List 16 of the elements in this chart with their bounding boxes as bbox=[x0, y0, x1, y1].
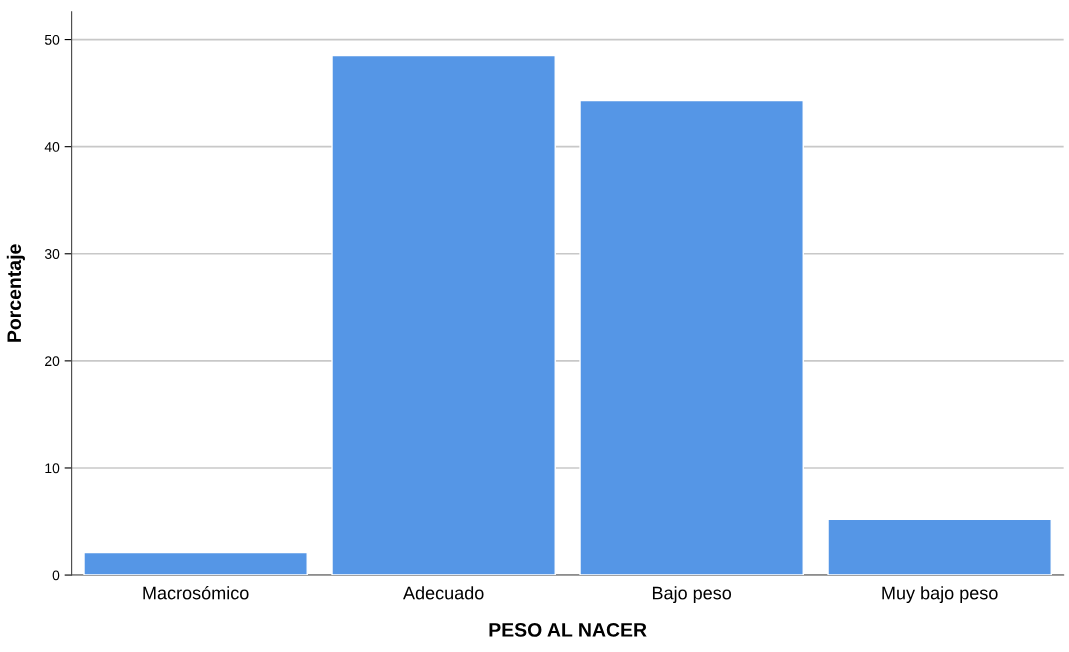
x-axis-title: PESO AL NACER bbox=[489, 622, 647, 637]
x-tick-label: Adecuado bbox=[403, 586, 484, 600]
y-tick-label: 20 bbox=[45, 356, 60, 367]
x-tick-label: Muy bajo peso bbox=[882, 586, 998, 604]
y-tick-label: 50 bbox=[44, 34, 60, 45]
bar bbox=[331, 54, 556, 576]
y-tick-label: 30 bbox=[44, 249, 60, 259]
bar bbox=[827, 518, 1052, 576]
y-axis-title: Porcentaje bbox=[6, 244, 25, 342]
bar bbox=[579, 99, 804, 576]
x-tick-label: Bajo peso bbox=[652, 586, 732, 604]
y-tick-label: 10 bbox=[45, 463, 60, 474]
bar bbox=[83, 551, 308, 576]
y-tick-label: 40 bbox=[44, 142, 60, 152]
x-tick-label: Macrosómico bbox=[143, 585, 249, 600]
y-tick-label: 0 bbox=[52, 570, 60, 581]
